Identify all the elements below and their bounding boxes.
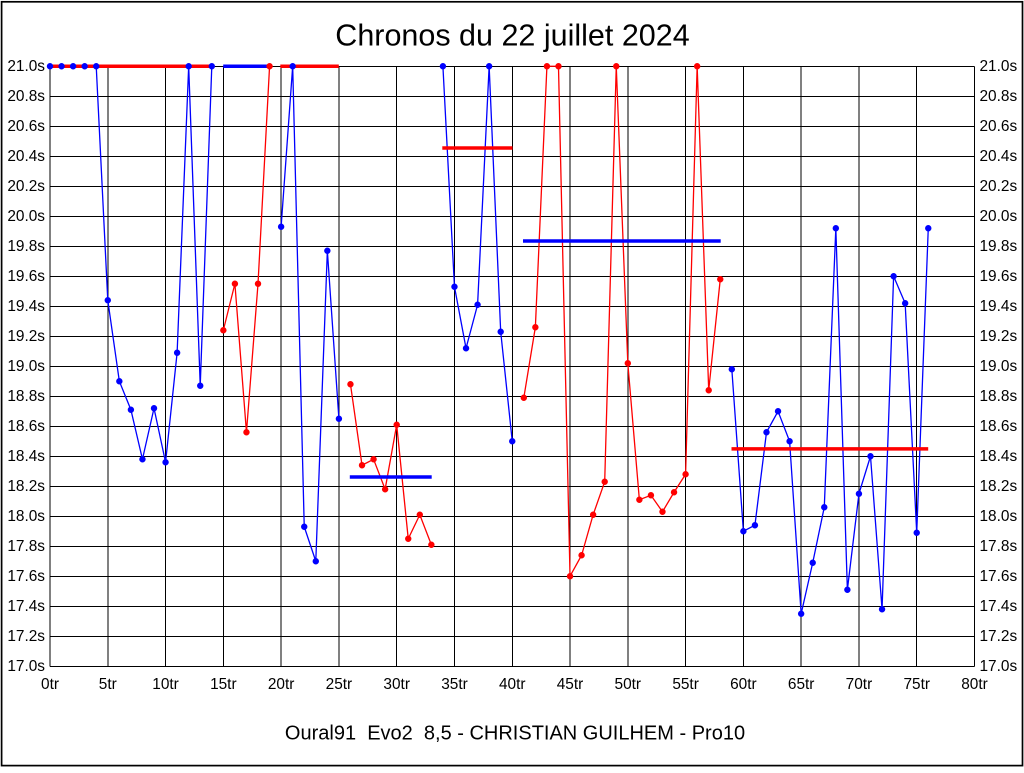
svg-text:20.6s: 20.6s [980, 118, 1018, 135]
svg-text:25tr: 25tr [326, 676, 353, 693]
svg-text:18.6s: 18.6s [980, 418, 1018, 435]
svg-text:18.2s: 18.2s [980, 478, 1018, 495]
svg-text:65tr: 65tr [788, 676, 815, 693]
svg-text:19.0s: 19.0s [980, 358, 1018, 375]
svg-text:19.4s: 19.4s [980, 298, 1018, 315]
svg-text:15tr: 15tr [210, 676, 237, 693]
svg-text:17.6s: 17.6s [980, 568, 1018, 585]
svg-text:20tr: 20tr [268, 676, 295, 693]
svg-text:0tr: 0tr [41, 676, 59, 693]
svg-text:30tr: 30tr [383, 676, 410, 693]
svg-text:19.6s: 19.6s [980, 268, 1018, 285]
svg-text:20.0s: 20.0s [980, 208, 1018, 225]
svg-text:Chronos du 22 juillet 2024: Chronos du 22 juillet 2024 [335, 19, 689, 53]
svg-text:5tr: 5tr [99, 676, 117, 693]
svg-text:60tr: 60tr [730, 676, 757, 693]
svg-text:20.8s: 20.8s [980, 88, 1018, 105]
svg-text:19.8s: 19.8s [980, 238, 1018, 255]
svg-text:17.2s: 17.2s [980, 628, 1018, 645]
svg-text:18.2s: 18.2s [7, 478, 45, 495]
svg-text:70tr: 70tr [846, 676, 873, 693]
svg-text:17.2s: 17.2s [7, 628, 45, 645]
svg-text:18.0s: 18.0s [7, 508, 45, 525]
svg-text:17.4s: 17.4s [7, 598, 45, 615]
svg-text:17.8s: 17.8s [980, 538, 1018, 555]
svg-text:20.4s: 20.4s [980, 148, 1018, 165]
svg-text:10tr: 10tr [152, 676, 179, 693]
svg-text:18.4s: 18.4s [7, 448, 45, 465]
svg-text:19.8s: 19.8s [7, 238, 45, 255]
svg-text:40tr: 40tr [499, 676, 526, 693]
svg-text:17.0s: 17.0s [7, 658, 45, 675]
svg-text:20.2s: 20.2s [980, 178, 1018, 195]
svg-text:Oural91 Evo2 8,5 - CHRISTIAN: Oural91 Evo2 8,5 - CHRISTIAN GUILHEM - P… [285, 723, 745, 745]
svg-text:18.8s: 18.8s [7, 388, 45, 405]
svg-text:55tr: 55tr [672, 676, 699, 693]
svg-text:17.0s: 17.0s [980, 658, 1018, 675]
svg-text:45tr: 45tr [557, 676, 584, 693]
svg-text:21.0s: 21.0s [7, 58, 45, 75]
svg-text:80tr: 80tr [961, 676, 988, 693]
svg-text:18.8s: 18.8s [980, 388, 1018, 405]
svg-text:18.4s: 18.4s [980, 448, 1018, 465]
svg-text:21.0s: 21.0s [980, 58, 1018, 75]
svg-text:50tr: 50tr [615, 676, 642, 693]
svg-text:35tr: 35tr [441, 676, 468, 693]
svg-text:20.6s: 20.6s [7, 118, 45, 135]
svg-text:20.8s: 20.8s [7, 88, 45, 105]
svg-text:17.6s: 17.6s [7, 568, 45, 585]
svg-text:19.2s: 19.2s [980, 328, 1018, 345]
svg-text:19.4s: 19.4s [7, 298, 45, 315]
svg-text:75tr: 75tr [903, 676, 930, 693]
svg-text:17.4s: 17.4s [980, 598, 1018, 615]
svg-text:18.0s: 18.0s [980, 508, 1018, 525]
svg-text:19.0s: 19.0s [7, 358, 45, 375]
svg-text:17.8s: 17.8s [7, 538, 45, 555]
svg-text:20.0s: 20.0s [7, 208, 45, 225]
svg-text:20.2s: 20.2s [7, 178, 45, 195]
svg-text:20.4s: 20.4s [7, 148, 45, 165]
svg-text:18.6s: 18.6s [7, 418, 45, 435]
svg-text:19.6s: 19.6s [7, 268, 45, 285]
svg-text:19.2s: 19.2s [7, 328, 45, 345]
